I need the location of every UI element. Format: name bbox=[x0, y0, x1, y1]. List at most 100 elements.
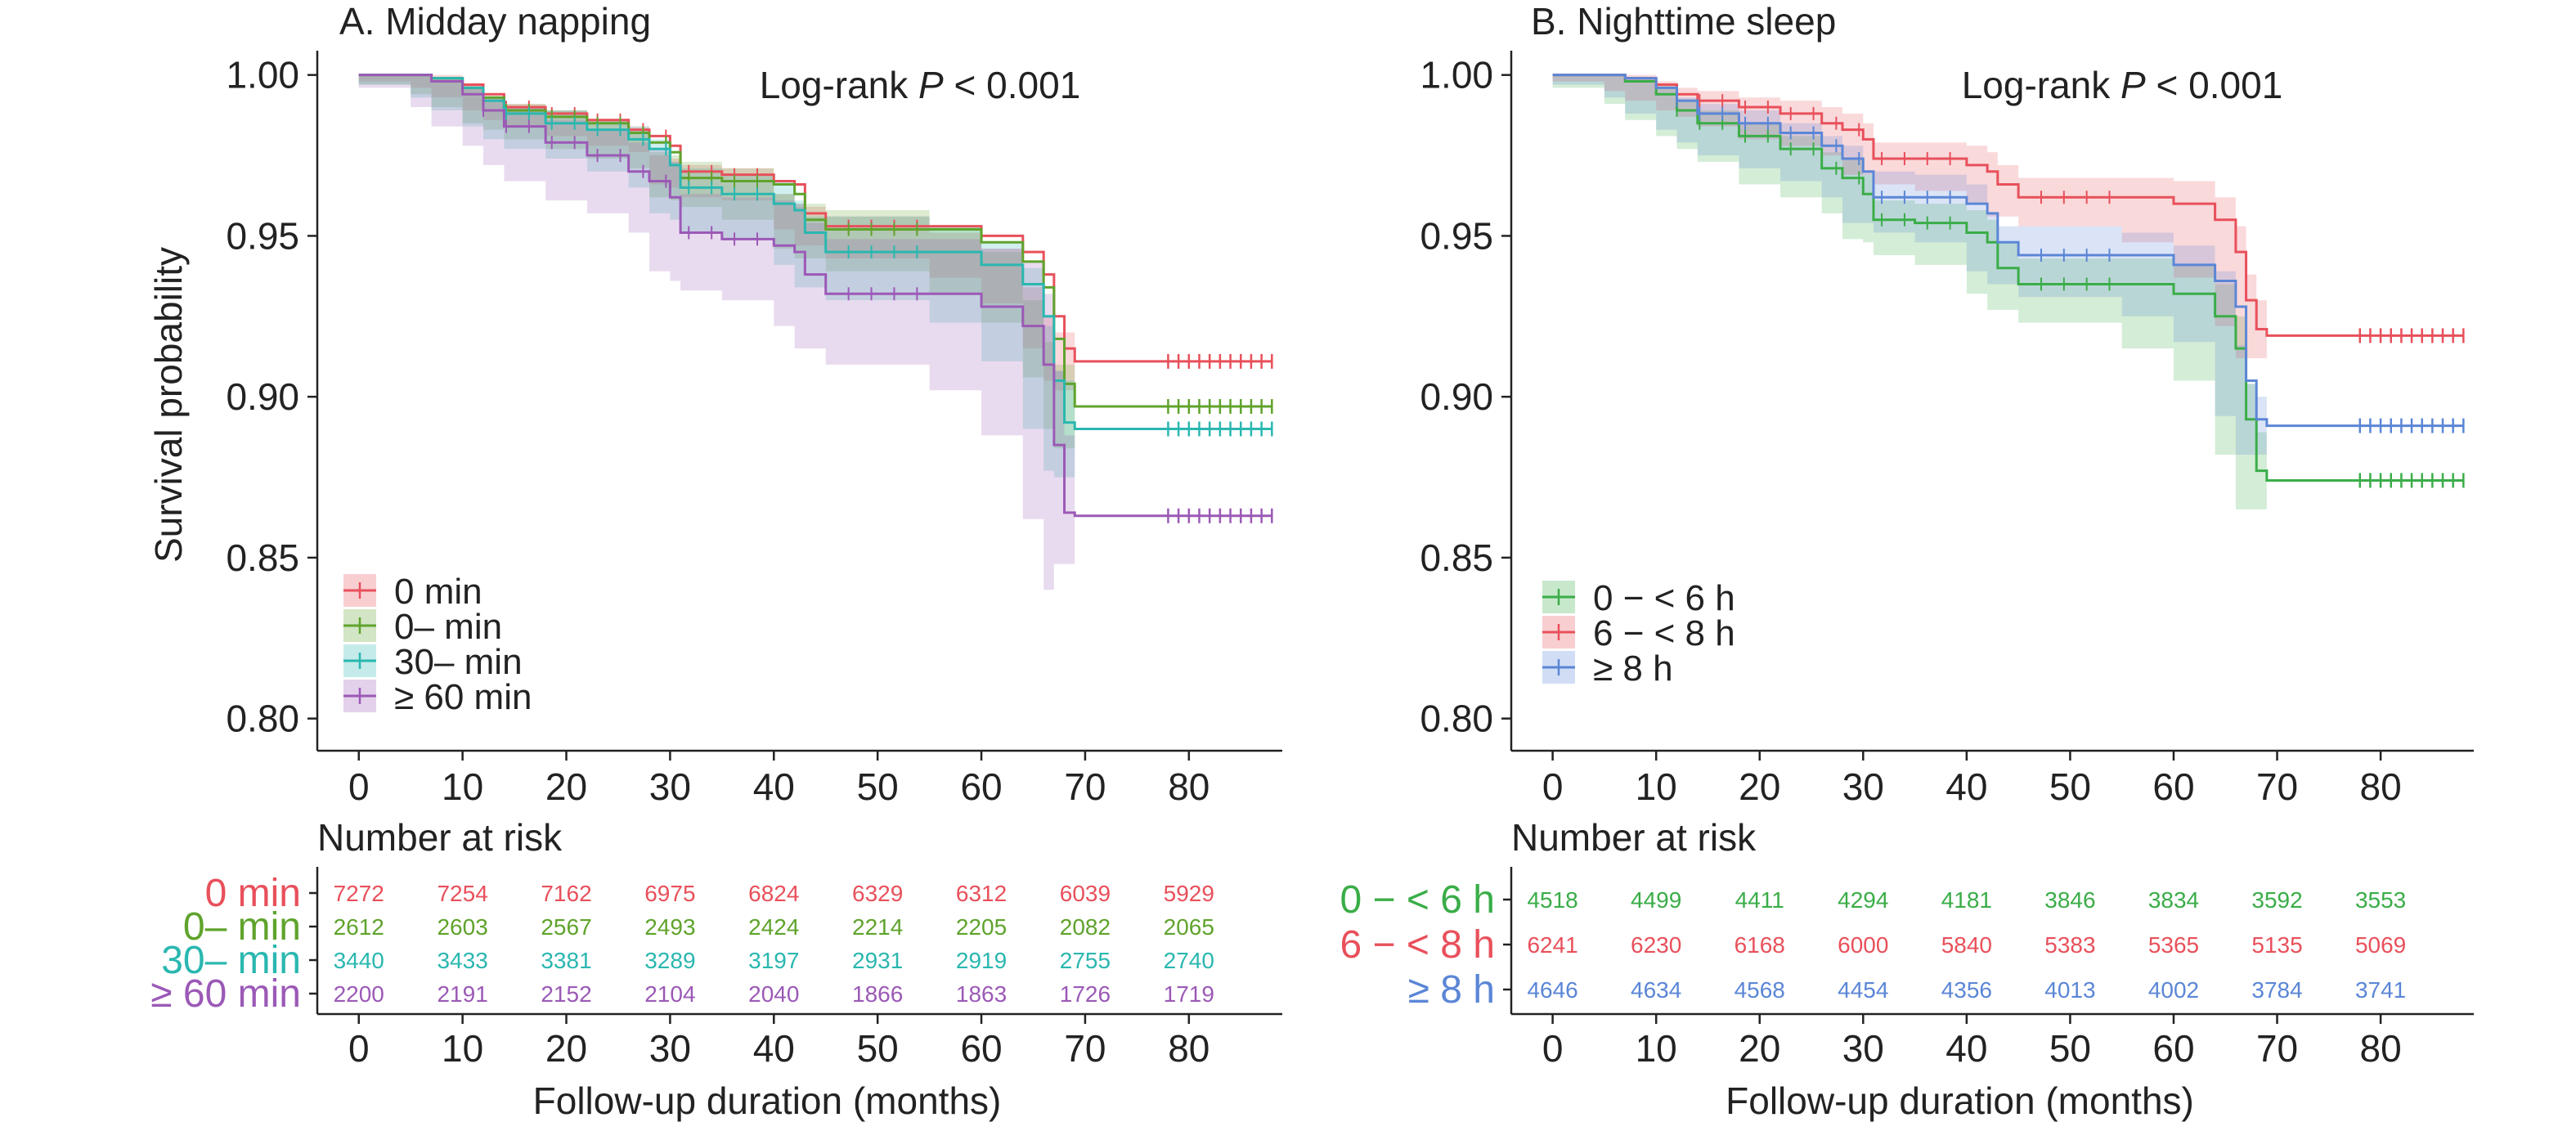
risk-value: 2104 bbox=[644, 981, 695, 1007]
risk-row-label: 0 min bbox=[205, 872, 301, 915]
risk-x-tick-label: 40 bbox=[753, 1027, 795, 1070]
x-tick-label: 30 bbox=[649, 765, 691, 808]
risk-x-tick-label: 10 bbox=[442, 1027, 483, 1070]
ci-band-2 bbox=[1552, 74, 2267, 455]
y-tick-label: 1.00 bbox=[226, 54, 299, 96]
risk-value: 2612 bbox=[334, 914, 384, 940]
risk-x-tick-label: 0 bbox=[348, 1027, 370, 1070]
logrank-p: P bbox=[918, 64, 944, 106]
risk-value: 5929 bbox=[1164, 881, 1214, 906]
risk-x-tick-label: 70 bbox=[1064, 1027, 1106, 1070]
panel-a: A. Midday napping Log-rank P < 0.001 Survi… bbox=[147, 0, 1282, 1122]
risk-value: 2205 bbox=[956, 914, 1007, 940]
risk-value: 1863 bbox=[956, 981, 1007, 1007]
logrank-suffix: < 0.001 bbox=[2146, 64, 2283, 106]
risk-value: 3440 bbox=[334, 948, 384, 973]
risk-value: 2740 bbox=[1164, 948, 1214, 973]
risk-value: 3834 bbox=[2148, 887, 2199, 913]
risk-value: 7162 bbox=[541, 881, 591, 906]
y-tick-label: 0.90 bbox=[226, 375, 299, 418]
risk-table-title: Number at risk bbox=[317, 816, 563, 859]
x-tick-label: 50 bbox=[2049, 765, 2091, 808]
legend-label: 0– min bbox=[394, 607, 502, 647]
risk-x-tick-label: 20 bbox=[545, 1027, 587, 1070]
risk-value: 2919 bbox=[956, 948, 1007, 973]
risk-value: 2424 bbox=[748, 914, 799, 940]
survival-curve-3 bbox=[358, 74, 1272, 518]
risk-value: 4411 bbox=[1735, 887, 1784, 913]
risk-x-tick-label: 20 bbox=[1739, 1027, 1780, 1070]
risk-value: 3381 bbox=[541, 948, 591, 973]
risk-row-label: 30– min bbox=[161, 939, 301, 982]
risk-value: 2200 bbox=[334, 981, 384, 1007]
risk-value: 4499 bbox=[1631, 887, 1681, 913]
risk-value: 2493 bbox=[644, 914, 695, 940]
x-tick-label: 20 bbox=[545, 765, 587, 808]
y-tick-label: 0.85 bbox=[226, 536, 299, 579]
risk-value: 4646 bbox=[1527, 977, 1577, 1003]
panel-title: B. Nighttime sleep bbox=[1531, 0, 1836, 43]
risk-value: 2152 bbox=[541, 981, 591, 1007]
risk-value: 6824 bbox=[748, 881, 799, 906]
risk-value: 4181 bbox=[1941, 887, 1992, 913]
risk-row-label: ≥ 60 min bbox=[150, 972, 301, 1016]
risk-value: 6329 bbox=[852, 881, 903, 906]
risk-row-label: ≥ 8 h bbox=[1408, 968, 1495, 1012]
risk-x-tick-label: 30 bbox=[1842, 1027, 1884, 1070]
ci-band-1 bbox=[1552, 74, 2267, 358]
risk-value: 3846 bbox=[2044, 887, 2095, 913]
y-tick-label: 0.85 bbox=[1420, 536, 1493, 579]
risk-value: 4002 bbox=[2148, 977, 2199, 1003]
x-tick-label: 0 bbox=[348, 765, 370, 808]
panel-b: B. Nighttime sleep Log-rank P < 0.001 0.80… bbox=[1340, 0, 2474, 1122]
legend-label: 0 − < 6 h bbox=[1593, 578, 1735, 618]
risk-value: 3553 bbox=[2355, 887, 2406, 913]
risk-x-tick-label: 50 bbox=[2049, 1027, 2091, 1070]
risk-value: 5069 bbox=[2355, 932, 2406, 958]
risk-value: 2603 bbox=[437, 914, 487, 940]
x-tick-label: 60 bbox=[2152, 765, 2194, 808]
risk-value: 2040 bbox=[748, 981, 799, 1007]
legend-label: 6 − < 8 h bbox=[1593, 613, 1735, 653]
risk-value: 4454 bbox=[1838, 977, 1888, 1003]
risk-x-tick-label: 30 bbox=[649, 1027, 691, 1070]
risk-x-tick-label: 50 bbox=[857, 1027, 899, 1070]
risk-value: 6000 bbox=[1838, 932, 1888, 958]
risk-x-tick-label: 10 bbox=[1636, 1027, 1677, 1070]
risk-value: 4356 bbox=[1941, 977, 1992, 1003]
logrank-annotation: Log-rank P < 0.001 bbox=[1962, 64, 2283, 106]
ci-band-3 bbox=[358, 74, 1075, 590]
logrank-p: P bbox=[2120, 64, 2146, 106]
legend-label: 30– min bbox=[394, 642, 523, 682]
risk-value: 3592 bbox=[2251, 887, 2302, 913]
risk-value: 7272 bbox=[334, 881, 384, 906]
risk-value: 3289 bbox=[644, 948, 695, 973]
x-tick-label: 20 bbox=[1739, 765, 1780, 808]
risk-value: 2931 bbox=[852, 948, 903, 973]
risk-value: 2214 bbox=[852, 914, 903, 940]
y-tick-label: 0.80 bbox=[226, 698, 299, 740]
risk-row-label: 0 − < 6 h bbox=[1340, 878, 1496, 922]
risk-row-label: 0– min bbox=[183, 905, 301, 949]
risk-value: 4013 bbox=[2044, 977, 2095, 1003]
x-axis-label: Follow-up duration (months) bbox=[533, 1079, 1002, 1122]
ci-band-0 bbox=[1552, 74, 2267, 509]
legend-label: ≥ 60 min bbox=[394, 677, 532, 717]
x-tick-label: 70 bbox=[2256, 765, 2298, 808]
ci-band-1 bbox=[358, 74, 1075, 449]
x-tick-label: 30 bbox=[1842, 765, 1884, 808]
y-tick-label: 0.95 bbox=[1420, 214, 1493, 257]
risk-value: 6241 bbox=[1527, 932, 1577, 958]
x-tick-label: 0 bbox=[1542, 765, 1564, 808]
risk-value: 5840 bbox=[1941, 932, 1992, 958]
risk-value: 2191 bbox=[437, 981, 487, 1007]
survival-curve-2 bbox=[1552, 74, 2464, 428]
logrank-prefix: Log-rank bbox=[1962, 64, 2120, 106]
risk-x-tick-label: 70 bbox=[2256, 1027, 2298, 1070]
risk-value: 1719 bbox=[1164, 981, 1214, 1007]
x-tick-label: 80 bbox=[2360, 765, 2402, 808]
logrank-annotation: Log-rank P < 0.001 bbox=[760, 64, 1081, 106]
risk-value: 2567 bbox=[541, 914, 591, 940]
risk-value: 4634 bbox=[1631, 977, 1681, 1003]
